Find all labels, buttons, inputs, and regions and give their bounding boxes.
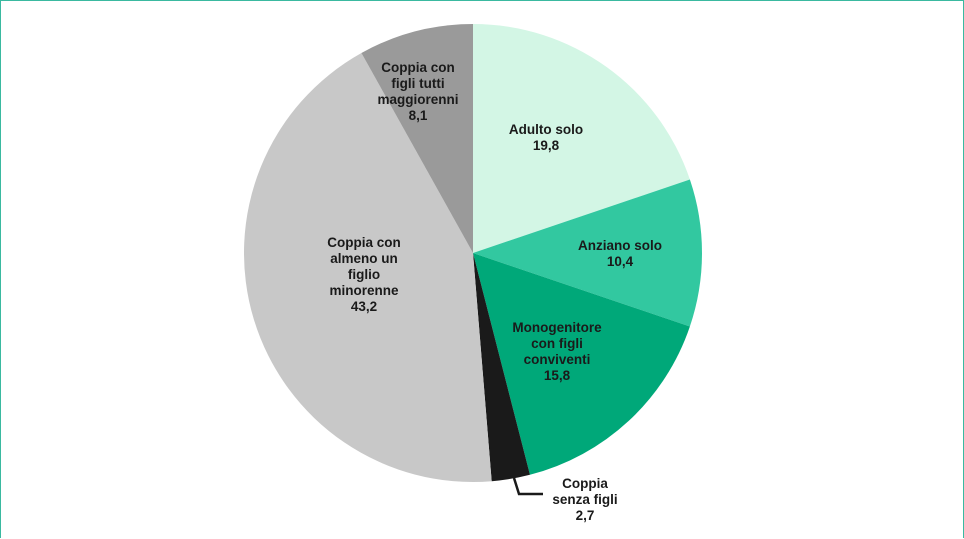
category-label: Coppia senza figli <box>552 476 618 507</box>
pie-slice <box>473 24 690 253</box>
value-label: 15,8 <box>543 368 571 383</box>
value-label: 8,1 <box>408 108 428 123</box>
leader-line <box>512 477 543 496</box>
category-label: Anziano solo <box>578 238 662 253</box>
slice-label: Monogenitore con figli conviventi 15,8 <box>501 320 613 384</box>
category-label: Adulto solo <box>508 122 584 137</box>
slice-label: Adulto solo 19,8 <box>491 122 601 154</box>
slice-label: Anziano solo 10,4 <box>565 238 675 270</box>
category-label: Coppia con almeno un figlio minorenne <box>327 235 401 298</box>
slice-label: Coppia senza figli 2,7 <box>545 476 625 524</box>
value-label: 19,8 <box>532 138 560 153</box>
slice-label: Coppia con figli tutti maggiorenni 8,1 <box>377 60 459 124</box>
pie-slice <box>473 253 530 482</box>
pie-slice <box>473 253 690 475</box>
value-label: 2,7 <box>575 508 595 523</box>
category-label: Coppia con figli tutti maggiorenni <box>377 60 459 107</box>
pie-slice <box>243 53 492 483</box>
pie-slice <box>473 179 703 327</box>
pie-slice <box>361 23 473 253</box>
slice-label: Coppia con almeno un figlio minorenne 43,… <box>320 235 408 315</box>
value-label: 10,4 <box>606 254 634 269</box>
category-label: Monogenitore con figli conviventi <box>512 320 602 367</box>
value-label: 43,2 <box>350 299 378 314</box>
